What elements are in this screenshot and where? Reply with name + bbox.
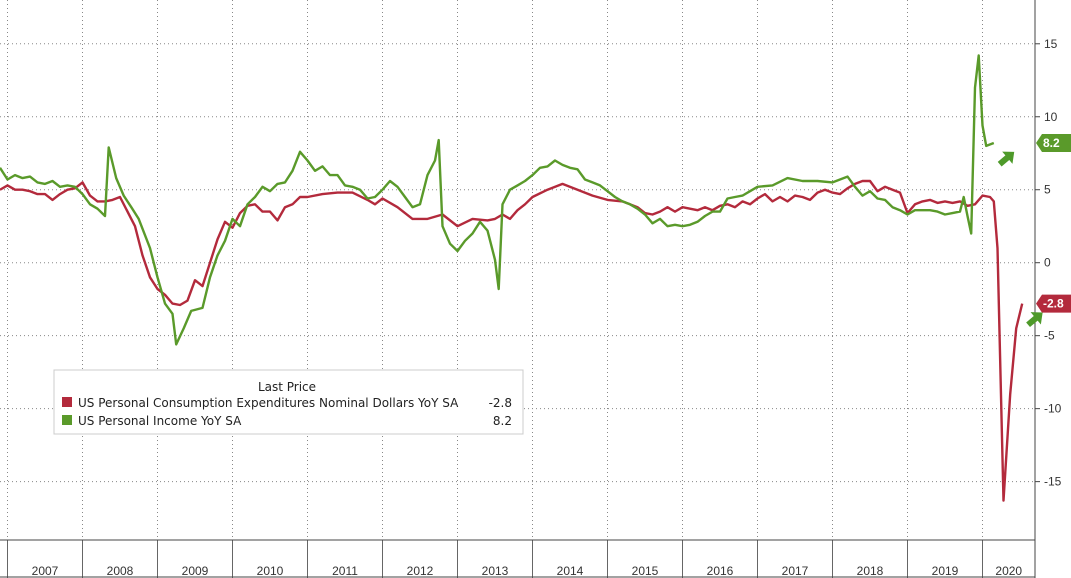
x-tick-label: 2013	[482, 564, 509, 578]
y-tick-label: 15	[1044, 37, 1058, 51]
y-tick-label: -15	[1044, 475, 1062, 489]
y-tick-label: 10	[1044, 110, 1058, 124]
arrow-icon	[997, 151, 1015, 167]
legend-value-pce: -2.8	[489, 396, 512, 410]
last-value-tags: -2.8 8.2	[1036, 134, 1071, 313]
x-tick-label: 2014	[557, 564, 584, 578]
legend-box	[53, 369, 524, 435]
x-tick-label: 2020	[995, 564, 1022, 578]
last-value-tag-income: 8.2	[1036, 134, 1071, 153]
legend-label-income: US Personal Income YoY SA	[78, 414, 242, 428]
x-tick-label: 2017	[782, 564, 809, 578]
y-tick-label: -5	[1044, 329, 1055, 343]
x-tick-label: 2011	[332, 564, 358, 578]
legend-swatch-pce	[62, 397, 72, 407]
x-tick-label: 2009	[182, 564, 209, 578]
x-tick-label: 2018	[857, 564, 884, 578]
trend-arrow-pce	[1026, 312, 1043, 328]
legend-value-income: 8.2	[493, 414, 512, 428]
legend-swatch-income	[62, 415, 72, 425]
tag-label-pce: -2.8	[1043, 297, 1064, 311]
x-tick-label: 2019	[932, 564, 959, 578]
x-tick-label: 2008	[107, 564, 134, 578]
x-tick-label: 2010	[257, 564, 284, 578]
legend: Last Price US Personal Consumption Expen…	[53, 369, 524, 435]
y-tick-labels: 15 10 5 0 -5 -10 -15	[1044, 37, 1062, 489]
last-value-tag-pce: -2.8	[1036, 294, 1071, 313]
arrow-icon	[1026, 312, 1043, 328]
x-tick-label: 2007	[32, 564, 59, 578]
legend-title: Last Price	[258, 380, 316, 394]
x-tick-label: 2012	[407, 564, 434, 578]
legend-label-pce: US Personal Consumption Expenditures Nom…	[78, 396, 459, 410]
trend-arrows	[997, 151, 1043, 328]
x-tick-label: 2015	[632, 564, 659, 578]
tag-shape-pce	[1036, 294, 1071, 313]
y-tick-label: 5	[1044, 183, 1051, 197]
trend-arrow-income	[997, 151, 1015, 167]
series-line-pce	[0, 179, 1024, 502]
series-lines	[0, 54, 1024, 502]
y-tick-label: -10	[1044, 402, 1062, 416]
tag-shape-income	[1036, 134, 1071, 153]
y-tick-label: 0	[1044, 256, 1051, 270]
x-tick-labels: 2007 2008 2009 2010 2011 2012 2013 2014 2015 2016…	[32, 564, 1023, 578]
x-tick-label: 2016	[707, 564, 734, 578]
series-line-income	[0, 54, 995, 346]
axes	[0, 0, 1040, 578]
tag-label-income: 8.2	[1043, 136, 1060, 150]
